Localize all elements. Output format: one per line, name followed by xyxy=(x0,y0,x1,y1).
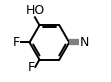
Text: F: F xyxy=(27,61,35,74)
Text: F: F xyxy=(13,36,20,49)
Text: HO: HO xyxy=(25,4,45,16)
Text: N: N xyxy=(80,36,89,49)
